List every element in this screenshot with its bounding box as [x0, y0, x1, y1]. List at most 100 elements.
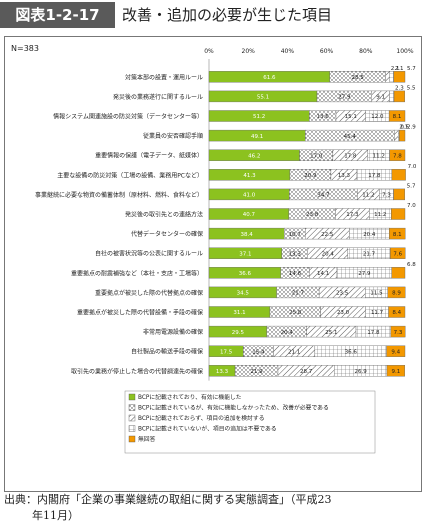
data-label: 37.1	[239, 251, 251, 257]
bar-row: 代替データセンターの確保 38.4 10.7 22.5 20.4 8.1	[131, 227, 406, 240]
x-axis-ticks: 0% 20% 40% 60% 80% 100%	[204, 48, 414, 55]
data-label: 7.3	[394, 330, 403, 336]
data-label: 5.7	[407, 66, 416, 72]
data-label: 31.1	[233, 310, 245, 316]
category-label: 重要拠点が被災した際の代替拠点の確保	[95, 289, 203, 297]
data-label: 40.7	[243, 212, 256, 218]
data-label: 17.3	[346, 212, 359, 218]
data-label: 5.5	[407, 85, 416, 91]
data-label: 21.9	[250, 369, 263, 375]
data-label: 23.5	[336, 291, 349, 297]
bar-row: 発災後の業務遂行に関するルール 55.1 27.9 9.1 2.3 5.5	[113, 85, 416, 103]
category-label: 自社製品の輸送手段の確保	[131, 348, 203, 356]
legend-swatch	[128, 393, 136, 401]
figure-header: 図表1-2-17 改善・追加の必要が生じた項目	[0, 0, 426, 30]
legend-swatch	[128, 435, 136, 443]
stacked-bar-chart: N=383 0% 20% 40% 60% 80% 100% 対策本部の設置・運用ルール 61…	[11, 44, 417, 454]
data-label: 38.4	[241, 232, 254, 238]
data-label: 17.8	[367, 330, 380, 336]
data-label: 7.0	[408, 164, 417, 170]
x-tick-label: 80%	[359, 48, 373, 55]
data-label: 11.7	[371, 310, 384, 316]
data-label: 55.1	[257, 95, 269, 101]
bar-row: 主要な設備の防災対策（工場の設備、業務用PCなど） 41.3 20.9 13.3 17.…	[57, 164, 417, 181]
data-label: 2.1	[399, 125, 408, 131]
data-label: 34.5	[237, 291, 250, 297]
data-label: 8.1	[393, 114, 402, 120]
data-label: 8.4	[392, 310, 401, 316]
bar-segment	[389, 71, 395, 83]
bar-segment	[388, 306, 406, 318]
data-label: 11.2	[362, 193, 374, 199]
legend-label: BCPに記載されており、有効に機能した	[138, 393, 242, 401]
data-label: 8.1	[393, 232, 402, 238]
data-label: 13.3	[289, 251, 302, 257]
category-label: 主要な設備の防災対策（工場の設備、業務用PCなど）	[57, 171, 203, 179]
bar-segment	[393, 90, 406, 103]
data-label: 9.1	[376, 95, 385, 101]
data-label: 25.1	[325, 330, 337, 336]
bar-segment	[389, 227, 406, 240]
data-label: 28.7	[300, 369, 313, 375]
data-label: 17.8	[368, 173, 381, 179]
bar-segment	[390, 325, 406, 338]
data-label: 7.0	[407, 203, 416, 209]
data-label: 7.3	[382, 193, 391, 199]
data-label: 46.2	[248, 153, 260, 159]
bar-segment	[391, 267, 406, 279]
bar-segment	[386, 365, 406, 377]
category-label: 代替データセンターの確保	[131, 230, 203, 238]
bar-segment	[388, 110, 406, 122]
bar-row: 事業継続に必要な物資の備蓄体制（原材料、燃料、食料など） 41.0 34.7 11.2…	[35, 183, 416, 201]
bar-segment	[389, 149, 406, 161]
data-label: 14.6	[289, 271, 302, 277]
bar-row: 重要拠点が被災した際の代替設備・手段の確保 31.1 25.8 23.0 11.7 8.4	[77, 306, 406, 318]
data-label: 36.6	[239, 271, 252, 277]
source-line-2: 年11月）	[32, 509, 79, 522]
bar-row: 重要拠点の耐震補強など（本社・支店・工場等） 36.6 14.6 14.1 27.9 6.…	[71, 262, 416, 279]
data-label: 14.1	[317, 271, 329, 277]
category-label: 自社の被害状況等の公表に関するルール	[95, 250, 203, 258]
data-label: 15.1	[345, 114, 357, 120]
data-label: 6.8	[407, 262, 416, 268]
category-label: 事業継続に必要な物資の備蓄体制（原材料、燃料、食料など）	[35, 191, 203, 199]
bar-segment	[390, 247, 406, 259]
category-label: 重要情報の保護（電子データ、紙媒体）	[95, 152, 203, 160]
x-tick-label: 60%	[320, 48, 334, 55]
bar-row: 重要拠点が被災した際の代替拠点の確保 34.5 21.7 23.5 11.5 8.9	[95, 286, 406, 299]
data-label: 11.2	[373, 153, 385, 159]
data-label: 5.7	[407, 183, 416, 189]
data-label: 15.4	[252, 349, 265, 355]
data-label: 2.1	[391, 66, 400, 72]
bar-segment	[399, 129, 406, 142]
data-label: 41.3	[243, 173, 256, 179]
data-label: 28.5	[352, 75, 365, 81]
data-label: 17.5	[220, 349, 233, 355]
legend-swatch	[128, 404, 136, 411]
chart-frame: N=383 0% 20% 40% 60% 80% 100% 対策本部の設置・運用ルール 61…	[4, 36, 422, 492]
data-label: 12.0	[371, 114, 384, 120]
data-label: 23.0	[337, 310, 350, 316]
bar-segment	[391, 169, 406, 181]
data-label: 41.0	[243, 193, 256, 199]
bar-rows: 対策本部の設置・運用ルール 61.6 28.52.12.1 5.7発災後の業務遂行に関…	[35, 66, 417, 377]
bar-segment	[385, 71, 390, 83]
source-line-1: 出典：内閣府「企業の事業継続の取組に関する実態調査」（平成23	[4, 493, 332, 506]
data-label: 36.6	[345, 349, 358, 355]
data-label: 11.5	[370, 291, 383, 297]
category-label: 発災後の業務遂行に関するルール	[113, 93, 203, 101]
data-label: 45.4	[344, 134, 357, 140]
data-label: 21.7	[292, 291, 305, 297]
data-label: 25.8	[289, 310, 302, 316]
data-label: 17.0	[310, 153, 323, 159]
data-label: 49.1	[251, 134, 263, 140]
category-label: 対策本部の設置・運用ルール	[125, 73, 203, 81]
data-label: 10.7	[289, 232, 302, 238]
data-label: 11.2	[374, 212, 386, 218]
data-label: 7.6	[393, 251, 402, 257]
category-label: 重要拠点が被災した際の代替設備・手段の確保	[77, 309, 203, 317]
bar-segment	[393, 71, 406, 83]
data-label: 51.2	[253, 114, 265, 120]
data-label: 7.8	[393, 153, 402, 159]
data-label: 22.5	[321, 232, 334, 238]
